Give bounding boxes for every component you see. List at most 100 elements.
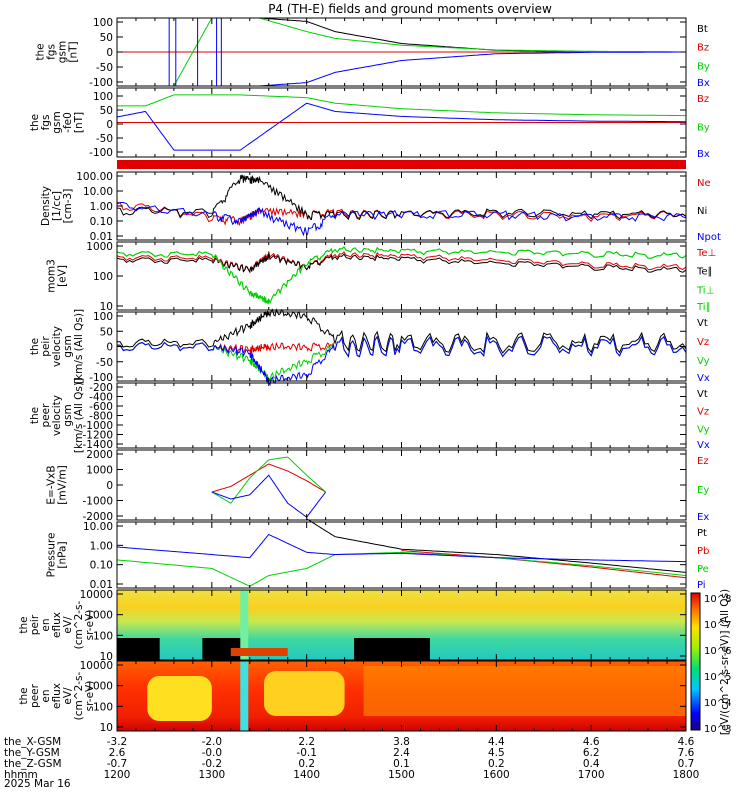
series-line-Pe [117, 551, 686, 587]
legend-entry: Bz [697, 43, 709, 54]
z-gsm-value: -0.2 [202, 758, 223, 770]
y-gsm-value: 2.6 [109, 747, 126, 759]
y-axis-label: the [29, 407, 41, 424]
y-axis-label: peir [29, 614, 41, 635]
y-tick-label: 10.00 [83, 521, 113, 533]
electron-vertical-band [240, 661, 249, 731]
ion-low-energy-gap [117, 638, 160, 660]
y-tick-label: 1000 [86, 241, 113, 253]
y-axis-label: the [18, 616, 30, 633]
panel-frame-peer_vel [116, 382, 687, 449]
panel-frame-temp [116, 241, 687, 311]
y-tick-label: 0.01 [90, 579, 113, 591]
y-axis-label: [cm-3] [62, 189, 74, 224]
series-line-Vt [117, 307, 686, 354]
y-axis-label: eV/ [62, 687, 74, 705]
y-axis-label: gsm [57, 41, 69, 63]
x-axis-row-label: the_X-GSM [4, 736, 61, 748]
y-axis-label: the [29, 114, 41, 131]
hhmm-tick-label: 1700 [578, 769, 605, 781]
y-tick-label: -400 [89, 392, 113, 404]
y-axis-label: velocity [51, 395, 63, 436]
panel-frame-density [116, 171, 687, 241]
y-axis-label: [eV] [57, 265, 69, 287]
legend-entry: By [697, 61, 710, 72]
series-line-Te∥ [117, 253, 686, 274]
legend-entry: Te∥ [696, 267, 713, 278]
x-gsm-value: -2.0 [202, 736, 223, 748]
series-line-Ti∥ [117, 246, 686, 305]
y-gsm-value: 6.2 [583, 747, 600, 759]
colorbar-tick-label: 10^8 [704, 594, 731, 605]
y-tick-label: 0.10 [90, 560, 113, 572]
y-tick-label: 100 [93, 271, 113, 283]
y-axis-label: eflux [51, 683, 63, 709]
y-tick-label: 10 [100, 722, 113, 734]
series-line-Vx [117, 334, 686, 387]
series-line-Ti⊥ [117, 246, 686, 305]
legend-entry: Pb [697, 546, 709, 557]
y-gsm-value: -0.0 [202, 747, 223, 759]
y-tick-label: 100 [93, 311, 113, 323]
hhmm-tick-label: 1400 [293, 769, 320, 781]
y-tick-label: 50 [100, 326, 113, 338]
y-axis-label: en [40, 618, 52, 631]
series-line-Pb [401, 550, 686, 579]
y-tick-label: -50 [96, 133, 113, 145]
series-line-Ez [211, 463, 326, 493]
x-gsm-value: 2.2 [298, 736, 315, 748]
legend-entry: Pi [697, 580, 706, 591]
y-axis-label: eV/ [62, 616, 74, 634]
y-tick-label: 10000 [80, 589, 113, 601]
y-tick-label: -600 [89, 401, 113, 413]
legend-entry: Pe [697, 564, 709, 575]
y-tick-label: 1000 [86, 465, 113, 477]
y-tick-label: -200 [89, 382, 113, 394]
y-axis-label: the [18, 687, 30, 704]
y-gsm-value: 4.5 [488, 747, 505, 759]
y-axis-label: fgs [46, 44, 58, 60]
legend-entry: Bx [697, 149, 710, 160]
x-axis-row-label: the_Z-GSM [4, 758, 62, 770]
series-line-Pt [306, 518, 686, 573]
y-axis-label: [nPa] [57, 541, 69, 568]
y-tick-label: 100 [93, 91, 113, 103]
x-gsm-value: -3.2 [107, 736, 128, 748]
y-tick-label: 1.00 [90, 540, 113, 552]
y-tick-label: 1.00 [90, 201, 113, 213]
hhmm-tick-label: 1500 [388, 769, 415, 781]
y-gsm-value: -0.1 [296, 747, 317, 759]
series-line-Npot [117, 202, 686, 237]
y-tick-label: 0 [106, 342, 113, 354]
plot-area [117, 18, 686, 731]
legend-entry: Ex [697, 512, 709, 523]
y-axis-label: eflux [51, 612, 63, 638]
series-line-By [117, 94, 686, 117]
z-gsm-value: -0.7 [107, 758, 128, 770]
series-line-By [173, 18, 686, 87]
colorbar-tick-label: 10^3 [704, 724, 731, 735]
y-axis-label: [mV/m] [57, 465, 69, 504]
separator-bar [117, 160, 686, 169]
electron-yellow-blob [147, 676, 212, 721]
legend-entry: Vy [697, 424, 710, 435]
legend-entry: By [697, 123, 710, 134]
legend-entry: Bx [697, 78, 710, 89]
y-tick-label: 10 [100, 651, 113, 663]
legend-entry: Pt [697, 528, 707, 539]
y-tick-label: -800 [89, 411, 113, 423]
y-tick-label: 10000 [80, 660, 113, 672]
panels [117, 160, 686, 169]
panel-frame-efield [116, 449, 687, 521]
y-tick-label: -2000 [82, 511, 113, 523]
legend-entry: Ey [697, 485, 709, 496]
legend-entry: Vy [697, 356, 710, 367]
colorbar: 10^8 10^7 10^6 10^5 10^4 10^3[eV/(cm^2-s-sr-e… [690, 589, 731, 735]
hhmm-tick-label: 1600 [483, 769, 510, 781]
x-axis-row-label: hhmm [4, 769, 38, 781]
z-gsm-value: 0.2 [298, 758, 315, 770]
y-tick-label: -1000 [82, 496, 113, 508]
y-tick-label: 100 [93, 17, 113, 29]
series-line-Ne [117, 201, 686, 226]
